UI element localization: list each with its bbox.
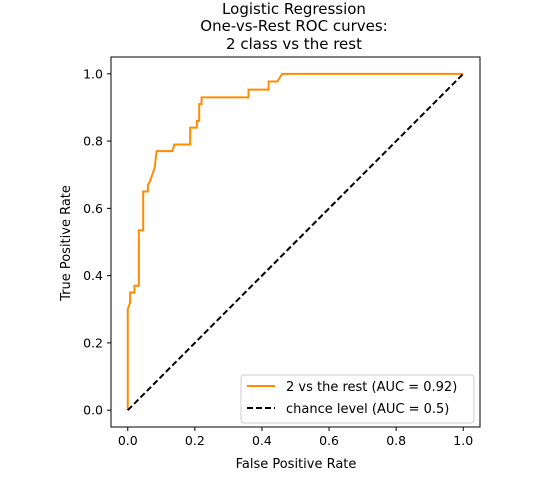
- chance-level-line: [127, 73, 464, 411]
- x-tick-label: 1.0: [453, 433, 473, 448]
- x-axis-label: False Positive Rate: [236, 457, 357, 472]
- legend-label-chance: chance level (AUC = 0.5): [286, 402, 449, 417]
- y-axis-label: True Positive Rate: [59, 185, 74, 302]
- y-tick-label: 0.8: [83, 134, 103, 149]
- x-tick-label: 0.8: [386, 433, 406, 448]
- y-tick-label: 1.0: [83, 66, 103, 81]
- legend: 2 vs the rest (AUC = 0.92) chance level …: [240, 374, 475, 424]
- y-tick-label: 0.6: [83, 201, 103, 216]
- x-tick-label: 0.6: [319, 433, 339, 448]
- y-tick-label: 0.0: [83, 403, 103, 418]
- chart-title-line-3: 2 class vs the rest: [226, 35, 362, 53]
- legend-box: [240, 374, 475, 424]
- x-tick-label: 0.0: [118, 433, 138, 448]
- chart-title-line-1: Logistic Regression: [222, 0, 366, 18]
- roc-curve-line: [126, 72, 464, 411]
- chart-title-line-2: One-vs-Rest ROC curves:: [200, 17, 387, 35]
- x-tick-label: 0.4: [252, 433, 272, 448]
- y-tick-label: 0.2: [83, 335, 103, 350]
- x-tick-label: 0.2: [185, 433, 205, 448]
- y-tick-label: 0.4: [83, 268, 103, 283]
- legend-label-roc: 2 vs the rest (AUC = 0.92): [286, 380, 457, 395]
- series-layer: [126, 72, 464, 411]
- ticks-layer: 0.0 0.2 0.4 0.6 0.8 1.0 0.0 0.2 0.4 0.6 0.8 1.0: [83, 66, 473, 448]
